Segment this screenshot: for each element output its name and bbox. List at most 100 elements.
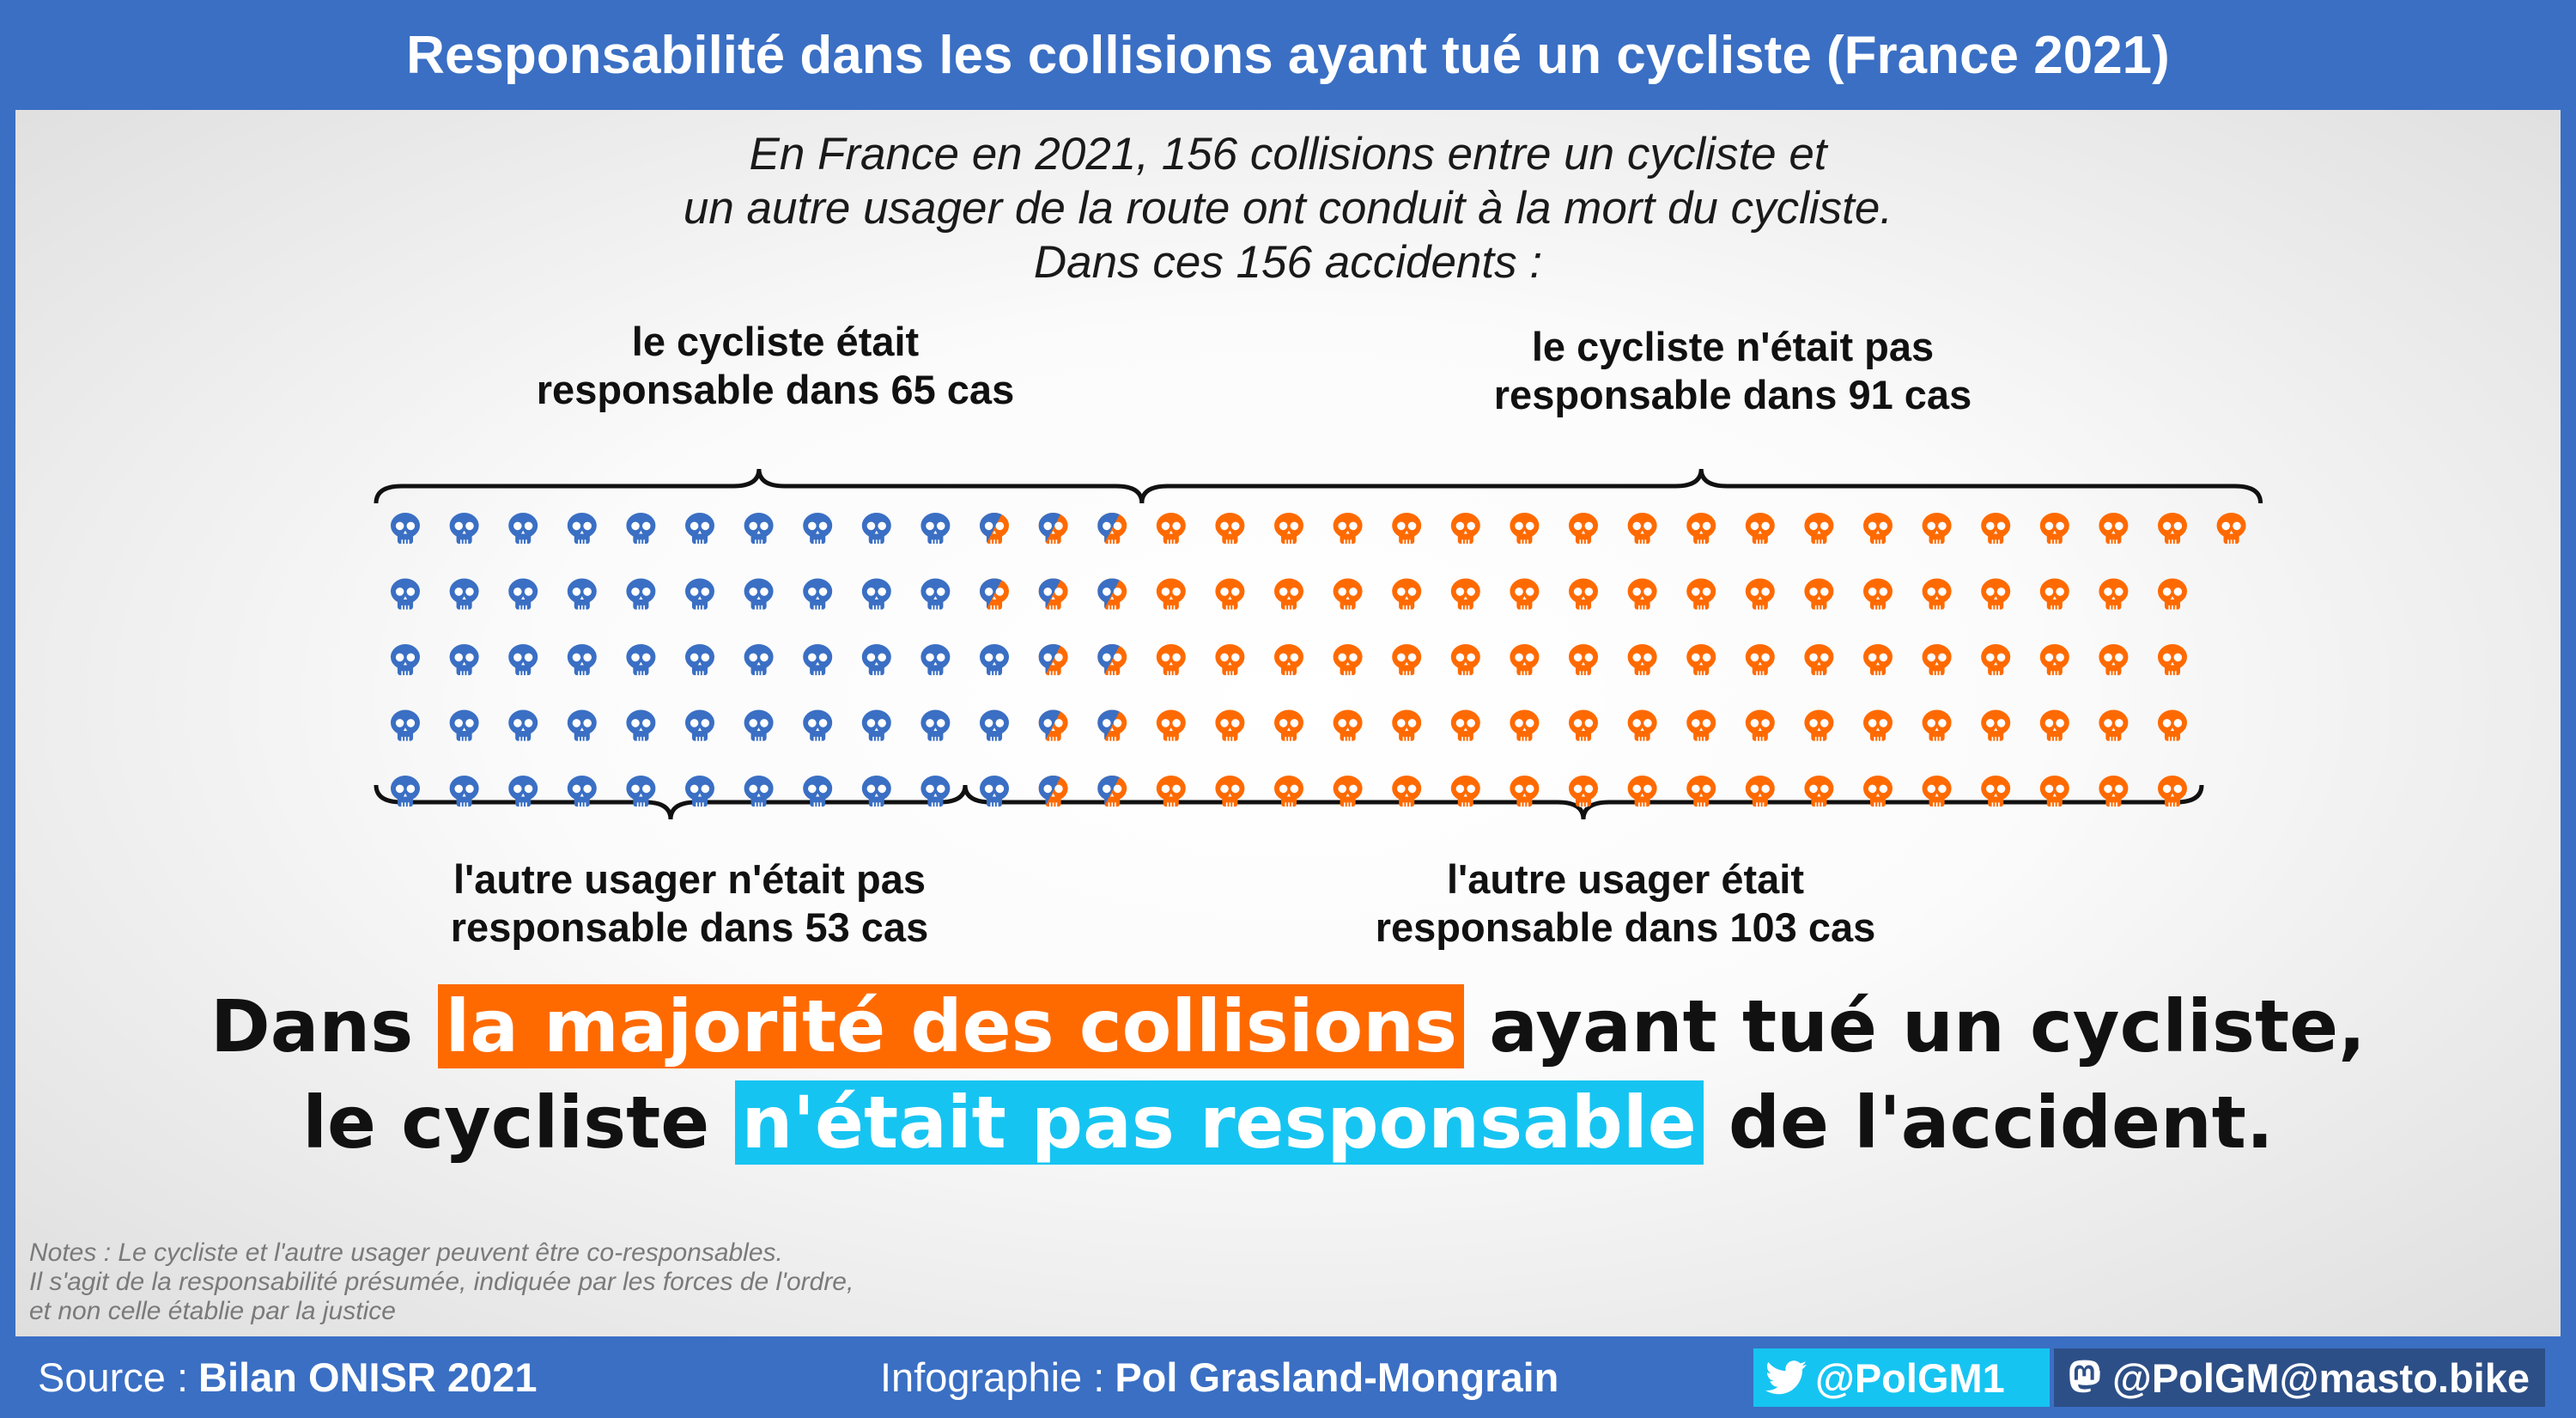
skull-cyclist-not-responsible	[1686, 709, 1716, 742]
skull-cyclist-not-responsible	[1804, 776, 1834, 807]
skull-cyclist-not-responsible	[1863, 578, 1893, 611]
skull-cyclist-not-responsible	[1156, 578, 1186, 611]
skull-cyclist-responsible	[803, 644, 833, 676]
intro-line: Dans ces 156 accidents :	[1033, 237, 1543, 288]
skull-cyclist-not-responsible	[1627, 578, 1657, 611]
skull-cyclist-responsible	[508, 709, 538, 742]
skull-cyclist-responsible	[391, 709, 420, 742]
skull-cyclist-responsible	[391, 644, 420, 676]
skull-cyclist-not-responsible	[1922, 709, 1952, 742]
skull-cyclist-responsible	[920, 513, 951, 545]
skull-cyclist-responsible	[449, 776, 479, 807]
skull-cyclist-not-responsible	[2039, 644, 2069, 676]
headline-text: de l'accident.	[1703, 1080, 2274, 1165]
skull-cyclist-not-responsible	[2158, 513, 2187, 545]
skull-cyclist-not-responsible	[2099, 776, 2129, 807]
skull-cyclist-responsible	[391, 513, 420, 545]
skull-cyclist-not-responsible	[2099, 578, 2129, 611]
skull-cyclist-not-responsible	[1745, 513, 1775, 545]
skull-cyclist-responsible	[980, 644, 1009, 676]
skull-cyclist-not-responsible	[2099, 644, 2129, 676]
skull-cyclist-responsible	[861, 513, 891, 545]
skull-cyclist-not-responsible	[1922, 578, 1952, 611]
skull-cyclist-not-responsible	[2039, 709, 2069, 742]
skull-cyclist-not-responsible	[1215, 709, 1245, 742]
skull-cyclist-not-responsible	[1333, 513, 1363, 545]
skull-cyclist-responsible	[803, 578, 833, 611]
label-line: le cycliste était	[631, 319, 920, 364]
source-label: Source :	[38, 1354, 189, 1400]
skull-cyclist-responsible	[508, 578, 538, 611]
skull-cyclist-responsible	[861, 776, 891, 807]
label-other-responsible: l'autre usager était responsable dans 10…	[1239, 855, 2012, 952]
skull-cyclist-responsible	[626, 578, 656, 611]
label-line: responsable dans 103 cas	[1375, 904, 1876, 950]
notes: Notes : Le cycliste et l'autre usager pe…	[29, 1238, 854, 1326]
skull-cyclist-not-responsible	[2158, 578, 2187, 611]
skull-cyclist-not-responsible	[1274, 644, 1303, 676]
skull-co-responsible	[1097, 644, 1127, 676]
skull-cyclist-responsible	[449, 513, 479, 545]
skull-cyclist-responsible	[685, 709, 714, 742]
skull-cyclist-responsible	[567, 513, 597, 545]
skull-cyclist-not-responsible	[1922, 513, 1952, 545]
skull-cyclist-not-responsible	[1922, 644, 1952, 676]
skull-cyclist-not-responsible	[1333, 644, 1363, 676]
note-line: Il s'agit de la responsabilité présumée,…	[29, 1268, 854, 1296]
skull-cyclist-responsible	[508, 513, 538, 545]
skull-cyclist-not-responsible	[1569, 578, 1598, 611]
skull-cyclist-not-responsible	[1922, 776, 1952, 807]
skull-cyclist-not-responsible	[2099, 709, 2129, 742]
skull-cyclist-not-responsible	[1569, 709, 1598, 742]
infographic-panel: En France en 2021, 156 collisions entre …	[15, 110, 2561, 1336]
skull-cyclist-not-responsible	[1215, 776, 1245, 807]
skull-co-responsible	[1038, 776, 1068, 807]
mastodon-handle-text: @PolGM@masto.bike	[2112, 1354, 2530, 1401]
skull-cyclist-not-responsible	[1863, 644, 1893, 676]
skull-co-responsible	[1038, 578, 1068, 611]
skull-cyclist-responsible	[803, 709, 833, 742]
skull-cyclist-responsible	[744, 709, 774, 742]
source-value: Bilan ONISR 2021	[198, 1354, 538, 1400]
skull-cyclist-not-responsible	[1627, 644, 1657, 676]
skull-cyclist-not-responsible	[1745, 709, 1775, 742]
skull-cyclist-not-responsible	[1745, 776, 1775, 807]
skull-cyclist-not-responsible	[1569, 513, 1598, 545]
skull-cyclist-responsible	[567, 709, 597, 742]
skull-cyclist-responsible	[744, 776, 774, 807]
headline-highlight-cyan: n'était pas responsable	[734, 1080, 1704, 1165]
skull-cyclist-not-responsible	[1333, 709, 1363, 742]
skull-cyclist-not-responsible	[1804, 513, 1834, 545]
twitter-handle-text: @PolGM1	[1815, 1354, 2005, 1401]
label-cyclist-not-responsible: le cycliste n'était pas responsable dans…	[1346, 323, 2119, 419]
skull-cyclist-responsible	[861, 644, 891, 676]
mastodon-handle[interactable]: @PolGM@masto.bike	[2054, 1348, 2545, 1407]
skull-cyclist-responsible	[980, 776, 1009, 807]
skull-cyclist-not-responsible	[1450, 578, 1480, 611]
skull-cyclist-responsible	[567, 578, 597, 611]
skull-cyclist-responsible	[626, 709, 656, 742]
skull-cyclist-not-responsible	[1745, 578, 1775, 611]
headline-line-1: Dans la majorité des collisions ayant tu…	[15, 984, 2561, 1068]
skull-cyclist-not-responsible	[1392, 644, 1422, 676]
skull-cyclist-responsible	[685, 776, 714, 807]
skull-cyclist-responsible	[744, 644, 774, 676]
skull-cyclist-not-responsible	[1804, 709, 1834, 742]
skull-cyclist-not-responsible	[2039, 513, 2069, 545]
skull-cyclist-responsible	[449, 578, 479, 611]
skull-pictogram-chart	[374, 468, 2263, 820]
skull-cyclist-not-responsible	[1569, 776, 1598, 807]
twitter-handle[interactable]: @PolGM1	[1753, 1348, 2050, 1407]
credit-label: Infographie :	[880, 1354, 1105, 1400]
skull-cyclist-responsible	[391, 776, 420, 807]
skull-cyclist-not-responsible	[2216, 513, 2246, 545]
brace	[374, 468, 1145, 504]
skull-cyclist-not-responsible	[1981, 513, 2011, 545]
skull-cyclist-not-responsible	[1686, 776, 1716, 807]
skull-cyclist-not-responsible	[1510, 513, 1540, 545]
skull-cyclist-responsible	[449, 644, 479, 676]
source: Source : Bilan ONISR 2021	[38, 1336, 537, 1418]
skull-cyclist-not-responsible	[1156, 513, 1186, 545]
skull-cyclist-not-responsible	[1627, 776, 1657, 807]
skull-cyclist-not-responsible	[1215, 578, 1245, 611]
